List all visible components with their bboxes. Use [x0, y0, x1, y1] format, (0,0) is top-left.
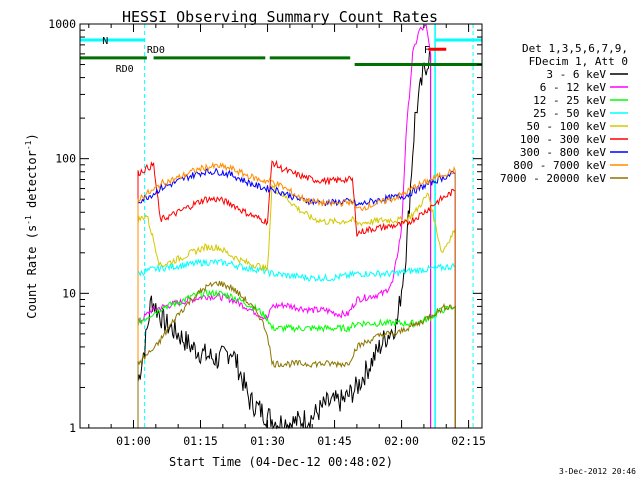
annotation-label: F [424, 45, 430, 56]
x-axis: 01:00 01:15 01:30 01:45 02:00 02:15 [88, 24, 486, 448]
legend-label: 300 - 800 keV [520, 146, 606, 159]
series-line-2 [137, 23, 432, 428]
x-tick-label: 02:00 [384, 434, 419, 448]
chart-title: HESSI Observing Summary Count Rates [122, 8, 438, 26]
annotation-label: N [102, 36, 108, 47]
x-tick-label: 02:15 [451, 434, 486, 448]
legend-label: 50 - 100 keV [527, 120, 607, 133]
legend: Det 1,3,5,6,7,9,FDecim 1, Att 03 - 6 keV… [500, 42, 628, 185]
annotation-label: RD0 [116, 64, 134, 75]
legend-label: 12 - 25 keV [533, 94, 606, 107]
annotation-label: RD0 [147, 45, 165, 56]
y-axis-label: Count Rate (s-1 detector-1) [24, 133, 39, 318]
y-axis: 1 10 100 1000 [48, 17, 482, 435]
legend-label: 6 - 12 keV [540, 81, 607, 94]
legend-label: 3 - 6 keV [546, 68, 606, 81]
series-line-5 [137, 183, 456, 428]
series-line-8 [137, 161, 456, 428]
series-line-3 [137, 289, 456, 428]
series-line-6 [137, 159, 456, 428]
legend-label: 7000 - 20000 keV [500, 172, 606, 185]
legend-label: 100 - 300 keV [520, 133, 606, 146]
plot-frame [79, 23, 483, 429]
y-tick-label: 1 [69, 421, 76, 435]
y-tick-label: 10 [62, 286, 76, 300]
plot-area: N F RD0 RD0 [80, 23, 482, 430]
legend-header: Det 1,3,5,6,7,9, [522, 42, 628, 55]
series-line-9 [137, 280, 456, 428]
timestamp: 3-Dec-2012 20:46 [559, 467, 636, 476]
x-axis-label: Start Time (04-Dec-12 00:48:02) [169, 455, 393, 469]
x-tick-label: 01:45 [317, 434, 352, 448]
y-tick-label: 100 [55, 152, 76, 166]
x-tick-label: 01:30 [250, 434, 285, 448]
series-line-1 [137, 51, 432, 430]
legend-label: 800 - 7000 keV [513, 159, 606, 172]
x-tick-label: 01:15 [183, 434, 218, 448]
series-line-7 [137, 167, 456, 428]
legend-header: FDecim 1, Att 0 [529, 55, 628, 68]
x-tick-label: 01:00 [116, 434, 151, 448]
series-line-4 [137, 258, 456, 428]
y-tick-label: 1000 [48, 17, 76, 31]
legend-label: 25 - 50 keV [533, 107, 606, 120]
